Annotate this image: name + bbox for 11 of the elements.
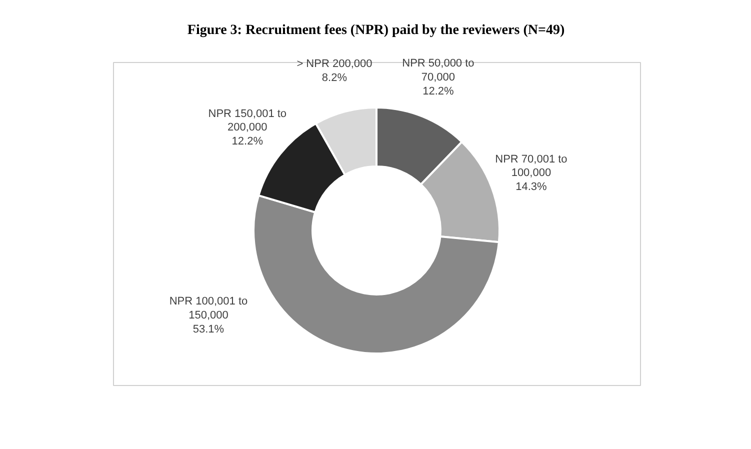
data-label: 14.3% (516, 180, 548, 193)
slice-label: NPR 50,000 to 70,000 (402, 58, 474, 84)
slice-label: > NPR 200,000 (296, 58, 372, 70)
slice-label: NPR 70,001 to 100,000 (495, 153, 568, 180)
slice-label: NPR 150,001 to 200,000 (208, 108, 287, 134)
slice-label: NPR 100,001 to 150,000 (169, 296, 248, 322)
data-label: 53.1% (192, 323, 224, 336)
data-label: 12.2% (422, 85, 454, 98)
data-label: 12.2% (232, 136, 264, 148)
chart-title: Figure 3: Recruitment fees (NPR) paid by the reviewers (N=49) (187, 23, 565, 38)
data-label: 8.2% (322, 72, 348, 84)
